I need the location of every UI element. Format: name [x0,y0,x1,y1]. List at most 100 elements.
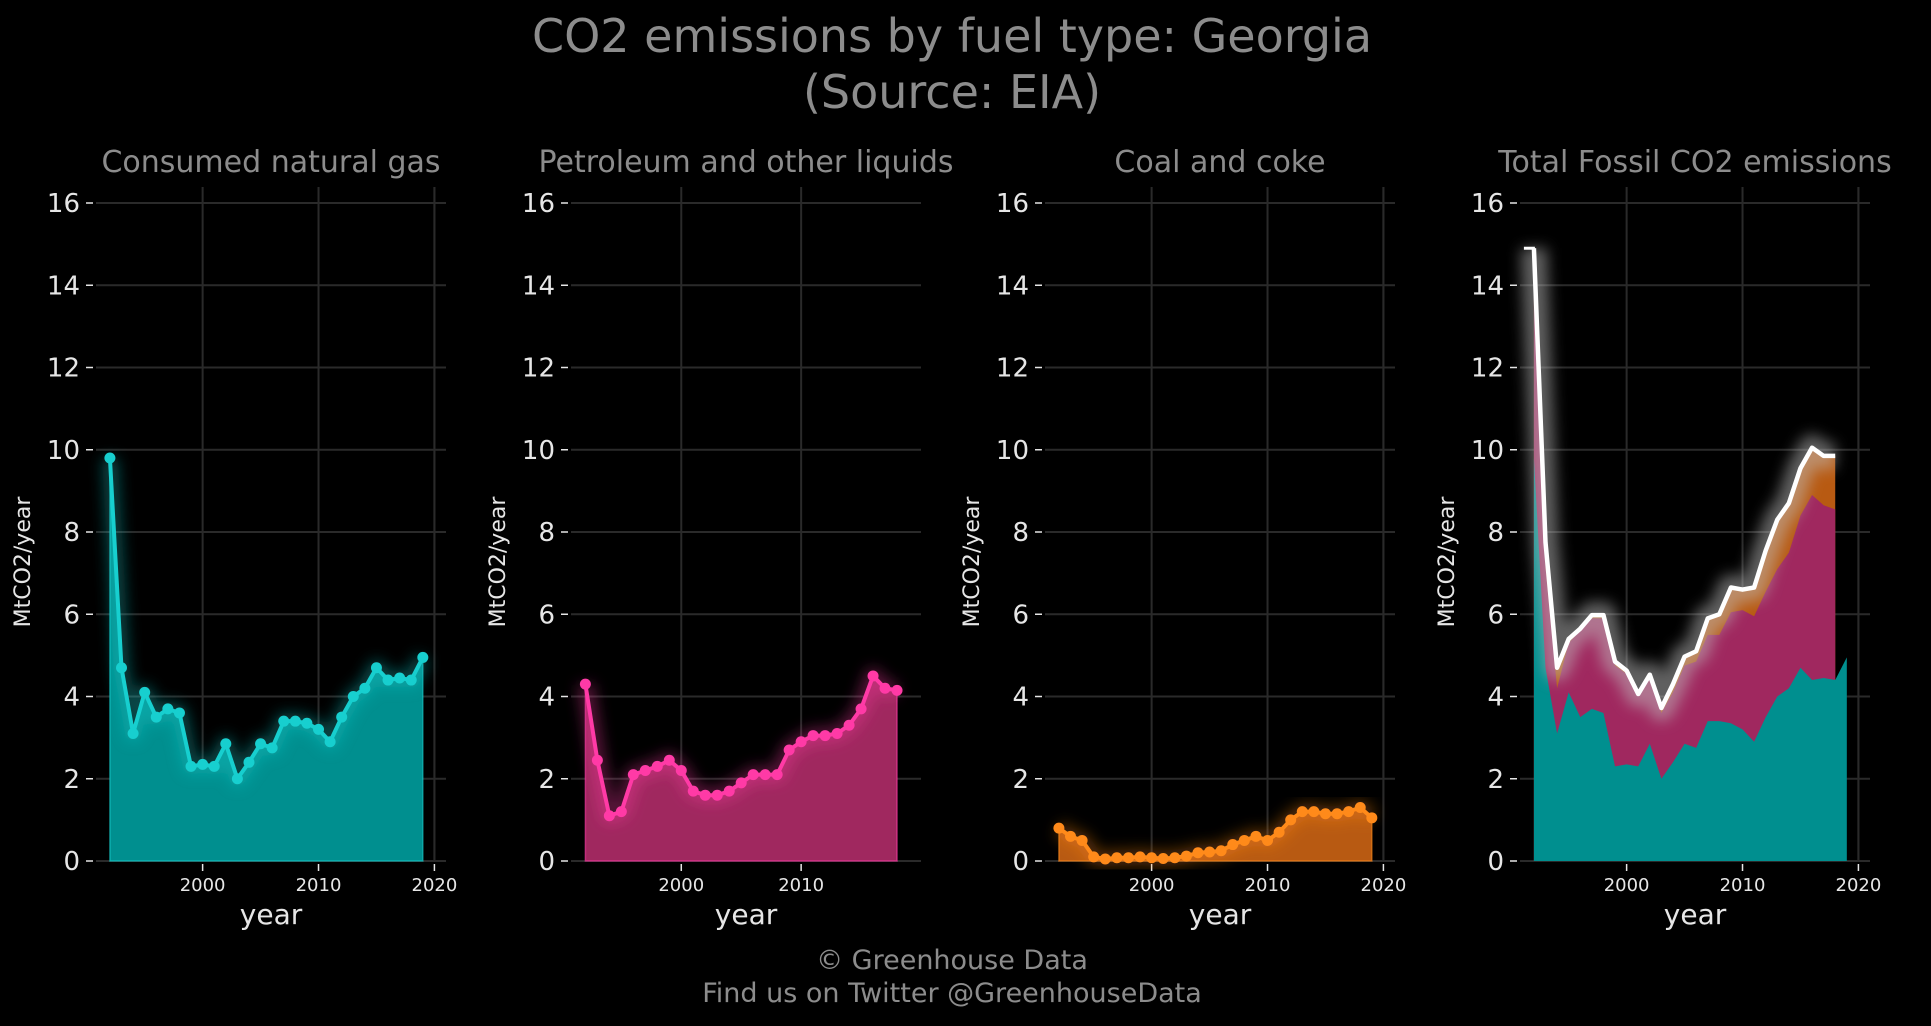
panel-1: 0 2 4 6 8 10 12 14 16 2000 2010 2020 Consumed natura… [11,145,457,931]
y-tick-label: 12 [522,354,555,384]
data-point [1343,806,1355,818]
data-point [1192,847,1204,859]
y-tick-label: 14 [522,271,555,301]
data-point [771,769,783,781]
series-line [107,457,425,781]
y-tick-label: 10 [522,436,555,466]
data-point [162,703,174,715]
data-point [615,806,627,818]
data-point [313,723,325,735]
data-point [370,662,382,674]
data-point [867,670,879,682]
y-tick-label: 10 [996,436,1029,466]
y-tick-label: 2 [538,765,555,795]
data-point [747,769,759,781]
data-point [278,715,290,727]
data-point [843,719,855,731]
y-tick-label: 16 [1471,189,1504,219]
data-point [417,651,429,663]
data-point [1354,802,1366,814]
data-point [663,754,675,766]
title-line-2: (Source: EIA) [802,65,1102,119]
data-point [1204,846,1216,858]
data-point [1064,830,1076,842]
y-tick-label: 4 [538,683,555,713]
data-point [208,760,220,772]
x-tick-label: 2020 [1361,875,1407,896]
series-area [109,457,424,862]
data-point [1227,839,1239,851]
x-tick-label: 2010 [1720,875,1766,896]
data-point [255,738,267,750]
stacked-area-layer-2 [1533,281,1836,861]
data-point [289,715,301,727]
data-point [1111,852,1123,864]
footer-credit: © Greenhouse Data [816,945,1088,976]
data-point [1180,850,1192,862]
data-point [382,674,394,686]
data-point [1366,812,1378,824]
data-point [759,769,771,781]
data-point [1238,834,1250,846]
y-tick-label: 8 [1012,518,1029,548]
panel-title: Petroleum and other liquids [538,145,953,180]
y-tick-label: 2 [1487,765,1504,795]
y-tick-label: 2 [63,765,80,795]
y-tick-label: 10 [1471,436,1504,466]
x-axis-label: year [1664,898,1727,931]
y-tick-label: 16 [522,189,555,219]
y-tick-label: 12 [1471,354,1504,384]
data-point [855,703,867,715]
y-axis-label: MtCO2/year [11,496,36,628]
data-point [603,810,615,822]
y-tick-label: 6 [63,600,80,630]
data-point [1319,808,1331,820]
x-axis-label: year [1189,898,1252,931]
x-tick-label: 2010 [1245,875,1291,896]
footer-twitter: Find us on Twitter @GreenhouseData [702,978,1202,1009]
data-point [405,674,417,686]
data-point [1053,822,1065,834]
data-point [1215,845,1227,857]
y-tick-label: 12 [47,354,80,384]
y-tick-label: 2 [1012,765,1029,795]
y-axis-label: MtCO2/year [1435,496,1460,628]
panel-4: 0 2 4 6 8 10 12 14 16 2000 2010 2020 Total Fossil CO… [1435,145,1892,931]
x-tick-label: 2000 [1604,875,1650,896]
title-line-1: CO2 emissions by fuel type: Georgia [531,9,1373,63]
x-tick-label: 2000 [1129,875,1175,896]
data-point [139,686,151,698]
data-point [639,765,651,777]
data-point [231,773,243,785]
panel-2: 0 2 4 6 8 10 12 14 16 2000 2010 Petroleum and other… [486,145,954,931]
data-point [1331,808,1343,820]
data-point [891,684,903,696]
data-point [394,672,406,684]
y-tick-label: 6 [538,600,555,630]
x-axis-label: year [240,898,303,931]
y-tick-label: 0 [538,847,555,877]
data-point [220,738,232,750]
data-point [579,678,591,690]
data-point [687,785,699,797]
data-point [104,452,116,464]
y-axis-label: MtCO2/year [486,496,511,628]
x-tick-label: 2000 [658,875,704,896]
data-point [127,728,139,740]
y-tick-label: 4 [1487,683,1504,713]
data-point [711,789,723,801]
data-point [197,758,209,770]
data-point [699,789,711,801]
data-point [675,765,687,777]
data-point [1076,834,1088,846]
data-point [795,736,807,748]
x-tick-label: 2020 [412,875,458,896]
y-tick-label: 4 [1012,683,1029,713]
y-axis-label: MtCO2/year [960,496,985,628]
data-point [1157,853,1169,865]
y-tick-label: 0 [1012,847,1029,877]
data-point [1262,834,1274,846]
data-point [831,728,843,740]
data-point [1296,806,1308,818]
